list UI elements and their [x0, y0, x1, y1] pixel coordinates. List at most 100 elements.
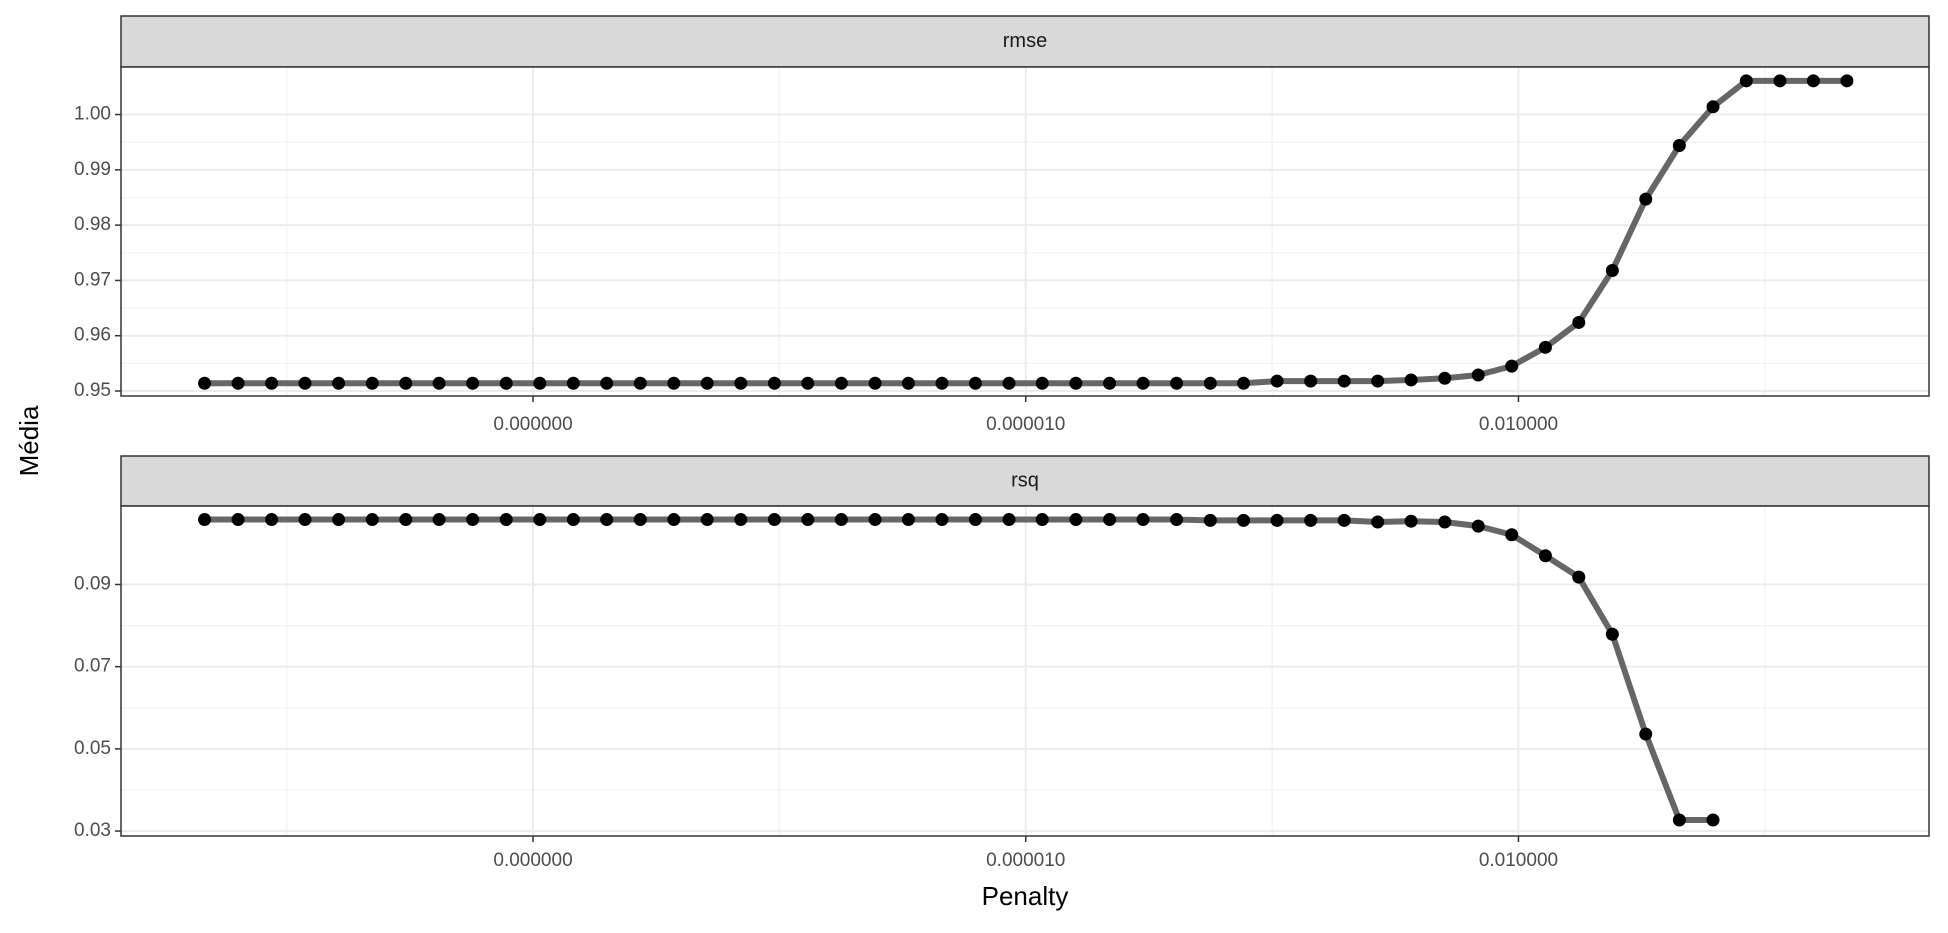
- point: [1605, 627, 1619, 641]
- point: [1538, 549, 1552, 563]
- point: [1806, 74, 1820, 88]
- x-tick-label: 0.000010: [986, 414, 1065, 435]
- strip-label: rmse: [1003, 30, 1047, 52]
- y-tick-label: 0.09: [74, 574, 111, 595]
- point: [700, 513, 714, 527]
- point: [1103, 376, 1117, 390]
- point: [432, 513, 446, 527]
- point: [432, 376, 446, 390]
- point: [1337, 374, 1351, 388]
- point: [935, 513, 949, 527]
- point: [901, 513, 915, 527]
- point: [499, 376, 513, 390]
- point: [533, 376, 547, 390]
- x-tick-label: 0.000010: [986, 850, 1065, 871]
- strip-label: rsq: [1011, 469, 1039, 491]
- x-axis-title: Penalty: [982, 881, 1069, 911]
- point: [1840, 74, 1854, 88]
- point: [1572, 570, 1586, 584]
- point: [868, 376, 882, 390]
- point: [1103, 513, 1117, 527]
- point: [968, 376, 982, 390]
- point: [600, 513, 614, 527]
- point: [399, 513, 413, 527]
- point: [298, 376, 312, 390]
- point: [1270, 374, 1284, 388]
- point: [466, 513, 480, 527]
- point: [1002, 513, 1016, 527]
- point: [1170, 376, 1184, 390]
- point: [767, 376, 781, 390]
- point: [1438, 515, 1452, 529]
- point: [1371, 374, 1385, 388]
- point: [633, 513, 647, 527]
- point: [868, 513, 882, 527]
- y-tick-label: 0.97: [74, 269, 111, 290]
- point: [1304, 513, 1318, 527]
- point: [1639, 727, 1653, 741]
- y-tick-label: 0.96: [74, 325, 111, 346]
- point: [834, 376, 848, 390]
- point: [1304, 374, 1318, 388]
- point: [1035, 513, 1049, 527]
- point: [1371, 515, 1385, 529]
- point: [734, 376, 748, 390]
- point: [566, 513, 580, 527]
- point: [1438, 371, 1452, 385]
- point: [1639, 192, 1653, 206]
- point: [1337, 513, 1351, 527]
- point: [1706, 813, 1720, 827]
- point: [1203, 513, 1217, 527]
- panel-border: [120, 66, 1930, 397]
- series-line: [204, 516, 1714, 823]
- point: [1002, 376, 1016, 390]
- point: [265, 376, 279, 390]
- point: [667, 376, 681, 390]
- y-tick-label: 0.99: [74, 159, 111, 180]
- point: [700, 376, 714, 390]
- y-tick-label: 0.98: [74, 214, 111, 235]
- y-tick-label: 0.03: [74, 820, 111, 841]
- point: [265, 513, 279, 527]
- point: [734, 513, 748, 527]
- point: [1203, 376, 1217, 390]
- x-tick-label: 0.000000: [493, 414, 572, 435]
- point: [1069, 376, 1083, 390]
- y-tick-label: 0.05: [74, 738, 111, 759]
- point: [1505, 359, 1519, 373]
- strip: [120, 455, 1930, 507]
- y-tick-label: 1.00: [74, 104, 111, 125]
- point: [1773, 74, 1787, 88]
- x-tick-label: 0.000000: [493, 850, 572, 871]
- point: [365, 513, 379, 527]
- y-tick-label: 0.07: [74, 656, 111, 677]
- point: [499, 513, 513, 527]
- point: [231, 513, 245, 527]
- point: [198, 376, 212, 390]
- point: [332, 376, 346, 390]
- y-axis-title: Média: [14, 405, 44, 476]
- point: [466, 376, 480, 390]
- point: [1237, 376, 1251, 390]
- point: [1404, 514, 1418, 528]
- point: [1170, 513, 1184, 527]
- point: [1136, 376, 1150, 390]
- point: [801, 376, 815, 390]
- point: [1237, 513, 1251, 527]
- point: [365, 376, 379, 390]
- point: [1572, 315, 1586, 329]
- point: [1270, 513, 1284, 527]
- point: [198, 513, 212, 527]
- point: [1672, 139, 1686, 153]
- point: [1404, 373, 1418, 387]
- y-tick-label: 0.95: [74, 380, 111, 401]
- point: [298, 513, 312, 527]
- point: [1471, 519, 1485, 533]
- point: [1035, 376, 1049, 390]
- point: [1471, 368, 1485, 382]
- point: [667, 513, 681, 527]
- point: [600, 376, 614, 390]
- point: [1672, 813, 1686, 827]
- point: [801, 513, 815, 527]
